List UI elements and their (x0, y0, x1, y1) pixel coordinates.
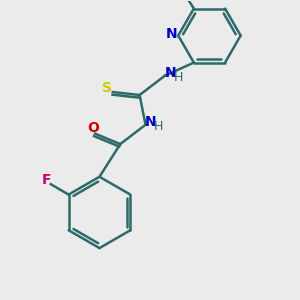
Text: S: S (103, 82, 112, 95)
Text: O: O (88, 121, 100, 135)
Text: N: N (145, 115, 157, 129)
Text: H: H (154, 120, 164, 133)
Text: F: F (41, 173, 51, 187)
Text: N: N (164, 66, 176, 80)
Text: N: N (166, 27, 178, 41)
Text: H: H (173, 71, 183, 84)
